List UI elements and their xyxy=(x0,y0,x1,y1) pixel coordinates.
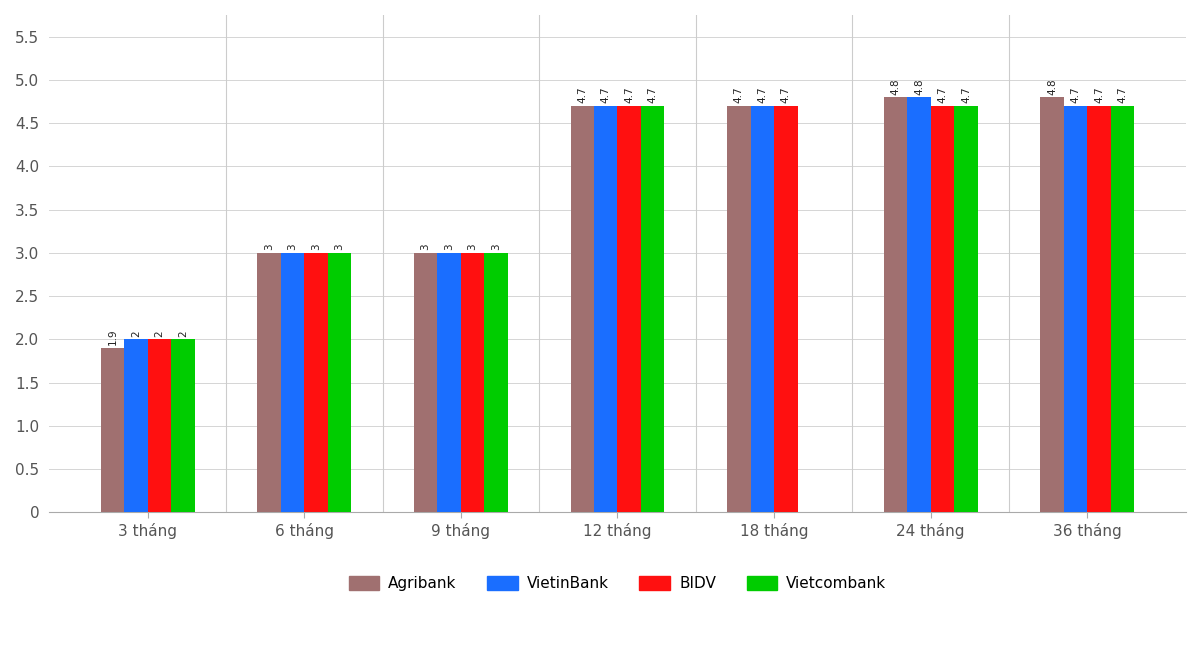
Text: 3: 3 xyxy=(311,243,321,250)
Text: 4.7: 4.7 xyxy=(1118,87,1128,103)
Text: 2: 2 xyxy=(178,330,187,337)
Text: 3: 3 xyxy=(467,243,478,250)
Bar xyxy=(955,106,978,512)
Text: 3: 3 xyxy=(491,243,501,250)
Text: 4.8: 4.8 xyxy=(890,78,901,95)
Bar xyxy=(1064,106,1087,512)
Bar xyxy=(884,97,907,512)
Text: 3: 3 xyxy=(264,243,274,250)
Bar xyxy=(124,340,148,512)
Bar xyxy=(148,340,171,512)
Text: 4.7: 4.7 xyxy=(1094,87,1104,103)
Text: 3: 3 xyxy=(335,243,345,250)
Bar xyxy=(171,340,195,512)
Text: 3: 3 xyxy=(287,243,298,250)
Bar xyxy=(1087,106,1111,512)
Bar xyxy=(484,253,508,512)
Text: 2: 2 xyxy=(155,330,165,337)
Text: 4.7: 4.7 xyxy=(938,87,948,103)
Bar xyxy=(641,106,664,512)
Bar xyxy=(1040,97,1064,512)
Text: 3: 3 xyxy=(420,243,431,250)
Bar xyxy=(281,253,304,512)
Text: 4.8: 4.8 xyxy=(914,78,924,95)
Text: 4.7: 4.7 xyxy=(625,87,634,103)
Text: 4.7: 4.7 xyxy=(600,87,611,103)
Bar xyxy=(328,253,351,512)
Bar xyxy=(257,253,281,512)
Bar xyxy=(751,106,775,512)
Text: 3: 3 xyxy=(444,243,454,250)
Bar xyxy=(617,106,641,512)
Bar xyxy=(931,106,955,512)
Bar xyxy=(414,253,437,512)
Text: 4.7: 4.7 xyxy=(961,87,970,103)
Bar xyxy=(437,253,461,512)
Bar xyxy=(594,106,617,512)
Text: 4.7: 4.7 xyxy=(734,87,743,103)
Bar xyxy=(775,106,797,512)
Bar xyxy=(101,348,124,512)
Text: 2: 2 xyxy=(131,330,141,337)
Text: 4.7: 4.7 xyxy=(1070,87,1081,103)
Bar xyxy=(461,253,484,512)
Text: 1.9: 1.9 xyxy=(107,329,118,346)
Bar xyxy=(304,253,328,512)
Text: 4.7: 4.7 xyxy=(781,87,790,103)
Text: 4.8: 4.8 xyxy=(1047,78,1057,95)
Bar xyxy=(727,106,751,512)
Text: 4.7: 4.7 xyxy=(647,87,658,103)
Text: 4.7: 4.7 xyxy=(578,87,587,103)
Bar xyxy=(570,106,594,512)
Bar xyxy=(907,97,931,512)
Legend: Agribank, VietinBank, BIDV, Vietcombank: Agribank, VietinBank, BIDV, Vietcombank xyxy=(342,570,892,597)
Text: 4.7: 4.7 xyxy=(758,87,767,103)
Bar xyxy=(1111,106,1134,512)
